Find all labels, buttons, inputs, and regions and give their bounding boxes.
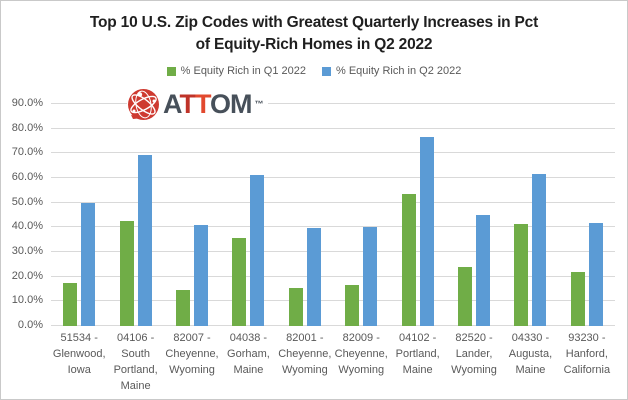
bar-q2-04038	[250, 175, 265, 326]
bar-q2-82001	[306, 228, 321, 326]
bar-group-93230	[559, 104, 615, 326]
legend-item-q1: % Equity Rich in Q1 2022	[166, 65, 306, 77]
x-tick-label-82520: 82520 - Lander, Wyoming	[451, 332, 497, 376]
x-tick-label-04330: 04330 - Augusta, Maine	[508, 332, 553, 376]
bar-q2-93230	[588, 223, 603, 326]
gridline-70.0%	[51, 152, 615, 154]
attom-letter-T: T	[195, 89, 211, 119]
bar-q2-82520	[476, 215, 491, 326]
bar-group-82007	[164, 104, 220, 326]
gridline-50.0%	[51, 201, 615, 203]
gridline-20.0%	[51, 275, 615, 277]
legend-label-q2: % Equity Rich in Q2 2022	[336, 65, 462, 77]
attom-atom-icon	[128, 88, 159, 120]
bar-q1-04102	[401, 194, 416, 326]
bar-group-82520	[446, 104, 502, 326]
x-tick-label-51534: 51534 - Glenwood, Iowa	[52, 332, 106, 376]
y-tick-label-40.0%: 40.0%	[11, 220, 43, 233]
bar-q1-82007	[176, 289, 191, 326]
gridline-90.0%	[51, 103, 615, 104]
bar-q2-04330	[532, 174, 547, 326]
x-tick-label-82001: 82001 - Cheyenne, Wyoming	[278, 332, 332, 376]
bar-q1-82001	[288, 288, 303, 326]
bar-q1-93230	[570, 271, 585, 326]
legend-item-q2: % Equity Rich in Q2 2022	[322, 65, 461, 77]
bar-group-04038	[220, 104, 276, 326]
bar-group-82001	[277, 104, 333, 326]
bar-group-04102	[389, 104, 445, 326]
bar-q1-04330	[514, 224, 529, 326]
y-tick-label-10.0%: 10.0%	[11, 294, 43, 307]
gridline-30.0%	[51, 251, 615, 252]
legend-swatch-q1-icon	[166, 66, 176, 76]
attom-trademark: ™	[254, 99, 264, 109]
chart-title: Top 10 U.S. Zip Codes with Greatest Quar…	[1, 12, 627, 56]
bar-q1-82009	[345, 285, 360, 326]
bar-q1-04106	[119, 220, 134, 326]
legend-swatch-q2-icon	[322, 66, 331, 76]
y-tick-label-30.0%: 30.0%	[11, 245, 43, 257]
bar-q2-04106	[137, 154, 152, 326]
x-tick-label-82007: 82007 - Cheyenne, Wyoming	[165, 332, 219, 376]
legend-label-q1: % Equity Rich in Q1 2022	[180, 65, 306, 77]
gridline-80.0%	[51, 127, 615, 129]
y-tick-label-20.0%: 20.0%	[11, 269, 43, 282]
bar-groups	[51, 104, 615, 326]
bar-q2-51534	[81, 202, 96, 326]
attom-letter-A: A	[163, 89, 180, 119]
chart-title-line2: of Equity-Rich Homes in Q2 2022	[195, 36, 433, 53]
y-tick-label-80.0%: 80.0%	[11, 121, 43, 134]
x-axis-labels: 51534 - Glenwood, Iowa 04106 - South Port…	[51, 330, 615, 394]
y-tick-label-60.0%: 60.0%	[11, 171, 43, 183]
attom-logo: ATTOM ™	[127, 86, 268, 122]
bar-q1-82520	[458, 266, 473, 326]
bar-q1-04038	[232, 238, 247, 326]
x-tick-label-82009: 82009 - Cheyenne, Wyoming	[334, 332, 388, 376]
y-tick-label-70.0%: 70.0%	[11, 146, 43, 159]
legend: % Equity Rich in Q1 2022 % Equity Rich i…	[1, 65, 627, 77]
attom-letter-O: O	[210, 89, 231, 119]
x-tick-label-04106: 04106 - South Portland, Maine	[113, 332, 158, 392]
attom-letter-T: T	[179, 89, 196, 119]
bar-q2-04102	[419, 136, 434, 326]
bar-q2-82007	[194, 224, 209, 326]
y-tick-label-0.0%: 0.0%	[17, 319, 43, 331]
gridline-0.0%	[51, 325, 615, 326]
bar-group-51534	[51, 104, 107, 326]
x-tick-label-04038: 04038 - Gorham, Maine	[227, 332, 270, 376]
attom-logo-text: ATTOM	[163, 87, 253, 121]
attom-letter-M: M	[230, 89, 252, 119]
gridline-60.0%	[51, 177, 615, 178]
x-tick-label-04102: 04102 - Portland, Maine	[395, 332, 440, 376]
bar-q2-82009	[363, 226, 378, 326]
bar-group-04106	[107, 104, 163, 326]
bar-group-82009	[333, 104, 389, 326]
x-tick-label-93230: 93230 - Hanford, California	[563, 332, 611, 376]
y-tick-label-50.0%: 50.0%	[11, 195, 43, 208]
gridline-40.0%	[51, 226, 615, 228]
gridline-10.0%	[51, 300, 615, 302]
bar-q1-51534	[63, 282, 78, 326]
bar-group-04330	[502, 104, 558, 326]
plot-area	[51, 103, 615, 326]
y-tick-label-90.0%: 90.0%	[11, 97, 43, 109]
chart-title-line1: Top 10 U.S. Zip Codes with Greatest Quar…	[89, 14, 539, 31]
